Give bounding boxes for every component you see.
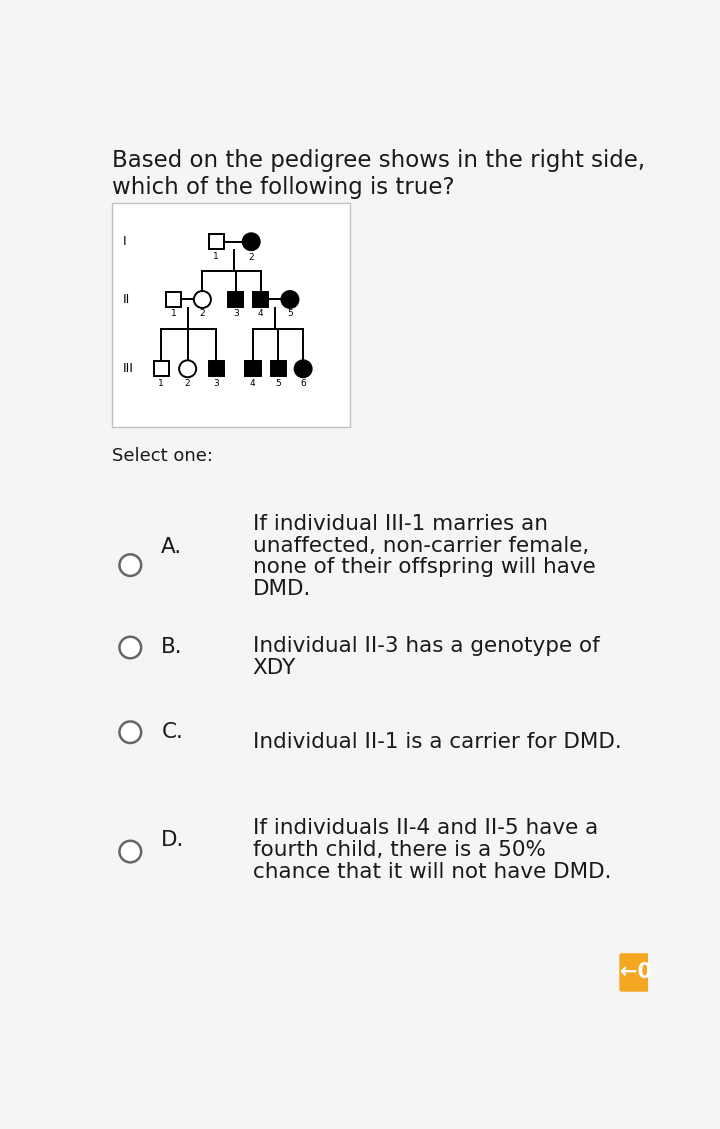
Bar [271, 361, 286, 376]
Bar [209, 361, 224, 376]
Text: Individual II-1 is a carrier for DMD.: Individual II-1 is a carrier for DMD. [253, 733, 621, 752]
Text: 3: 3 [233, 309, 238, 318]
Text: III: III [122, 362, 133, 375]
Bar [112, 203, 351, 427]
Ellipse shape [294, 360, 312, 377]
Text: unaffected, non-carrier female,: unaffected, non-carrier female, [253, 536, 589, 555]
Text: 4: 4 [250, 379, 256, 387]
Text: 5: 5 [276, 379, 282, 387]
Circle shape [120, 841, 141, 863]
FancyBboxPatch shape [619, 953, 652, 991]
Text: II: II [122, 294, 130, 306]
Text: C.: C. [161, 723, 183, 742]
Text: 4: 4 [258, 309, 264, 318]
Text: Based on the pedigree shows in the right side,: Based on the pedigree shows in the right… [112, 149, 645, 173]
Text: 1: 1 [213, 252, 219, 261]
Text: 1: 1 [171, 309, 176, 318]
Bar [209, 234, 224, 250]
Text: fourth child, there is a 50%: fourth child, there is a 50% [253, 840, 546, 860]
Text: chance that it will not have DMD.: chance that it will not have DMD. [253, 861, 611, 882]
Text: 5: 5 [287, 309, 293, 318]
Bar [253, 291, 269, 307]
Text: D.: D. [161, 830, 184, 850]
Text: 3: 3 [213, 379, 219, 387]
Bar [228, 291, 243, 307]
Text: B.: B. [161, 637, 183, 657]
Text: Individual II-3 has a genotype of: Individual II-3 has a genotype of [253, 636, 600, 656]
Ellipse shape [194, 291, 211, 308]
Text: 2: 2 [199, 309, 205, 318]
Bar [166, 291, 181, 307]
Circle shape [120, 721, 141, 743]
Ellipse shape [282, 291, 299, 308]
Text: A.: A. [161, 536, 183, 557]
Ellipse shape [179, 360, 196, 377]
Ellipse shape [243, 234, 260, 251]
Text: DMD.: DMD. [253, 579, 311, 599]
Bar [153, 361, 169, 376]
Text: none of their offspring will have: none of their offspring will have [253, 558, 595, 577]
Text: If individual III-1 marries an: If individual III-1 marries an [253, 515, 548, 534]
Text: 1: 1 [158, 379, 164, 387]
Text: 2: 2 [248, 253, 254, 262]
Text: Select one:: Select one: [112, 447, 212, 465]
Bar [245, 361, 261, 376]
Text: ←0: ←0 [620, 962, 652, 982]
Text: I: I [122, 235, 126, 248]
Text: which of the following is true?: which of the following is true? [112, 175, 454, 199]
Text: If individuals II-4 and II-5 have a: If individuals II-4 and II-5 have a [253, 819, 598, 839]
Text: 2: 2 [185, 379, 191, 387]
Circle shape [120, 637, 141, 658]
Circle shape [120, 554, 141, 576]
Text: 6: 6 [300, 379, 306, 387]
Text: XDY: XDY [253, 657, 296, 677]
